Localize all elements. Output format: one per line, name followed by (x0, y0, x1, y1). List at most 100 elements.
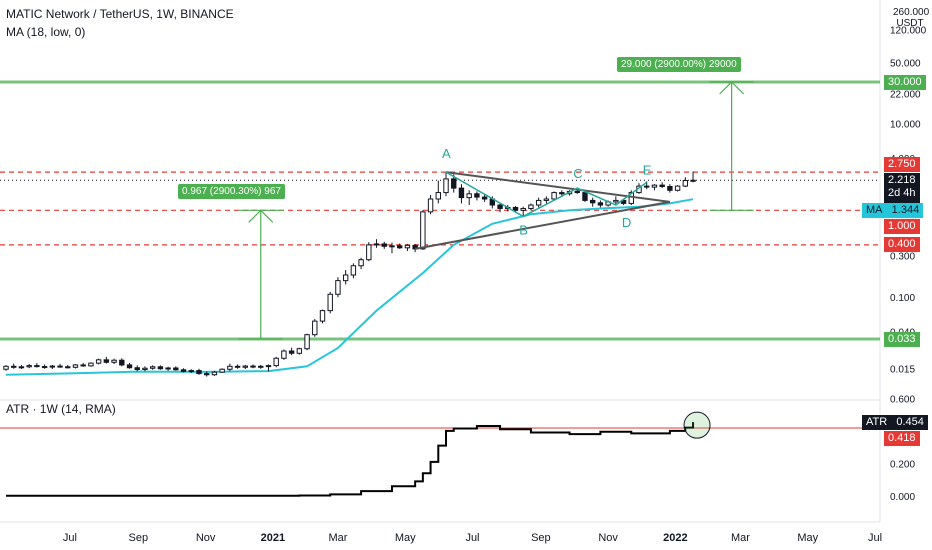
level-badge-04: 0.400 (884, 237, 920, 252)
candle (674, 185, 681, 192)
price-unit: 260.000 USDT (893, 7, 929, 29)
level-badge-0033: 0.033 (884, 332, 920, 347)
candle (103, 356, 110, 364)
candle-body (41, 366, 48, 369)
candle (234, 364, 241, 369)
candle (535, 197, 542, 208)
candle-body (512, 206, 519, 211)
time-tick-label: Sep (531, 532, 551, 544)
candle (458, 184, 465, 204)
candle (597, 200, 604, 208)
candle-body (373, 243, 380, 246)
candle-body (404, 244, 411, 249)
candle-body (458, 187, 465, 199)
candle-body (613, 199, 619, 203)
candle-body (296, 348, 303, 354)
candle (80, 362, 86, 367)
candle-body (551, 192, 557, 200)
candle (119, 358, 125, 367)
candle (404, 243, 411, 252)
candle (34, 363, 40, 368)
triangle-lower-line (414, 200, 671, 250)
candle-body (319, 310, 326, 322)
atr-tick-label: 0.600 (890, 394, 915, 405)
candle (474, 191, 480, 201)
price-tick-label: 10.000 (890, 119, 921, 130)
candle-body (466, 193, 472, 199)
price-tick-label: 120.000 (890, 26, 927, 37)
candle (481, 195, 488, 202)
ma-badge: MA 1.344 (862, 203, 924, 218)
candle (188, 369, 194, 373)
atr-highlight-circle (683, 411, 711, 439)
candle-body (304, 334, 310, 350)
candle-body (651, 184, 658, 188)
candle-body (234, 365, 241, 368)
candle (381, 241, 387, 249)
candle-body (149, 366, 156, 369)
candle (288, 347, 295, 356)
time-tick-label: 2022 (663, 532, 687, 544)
pattern-label: A (442, 146, 451, 161)
candle-body (381, 243, 387, 247)
candle (250, 364, 256, 369)
candle (373, 239, 380, 248)
time-tick-label: May (797, 532, 818, 544)
candle (11, 363, 17, 369)
candle-body (366, 244, 372, 261)
candle (296, 347, 303, 355)
candle-body (11, 365, 17, 368)
atr-legend: ATR · 1W (14, RMA) (6, 402, 116, 416)
candle-body (528, 204, 534, 209)
candle-body (427, 198, 434, 213)
candle (327, 291, 333, 314)
candle (95, 358, 102, 365)
candle (111, 358, 117, 365)
candle-body (211, 371, 218, 376)
candle (420, 210, 426, 250)
ma-legend: MA (18, low, 0) (6, 25, 86, 39)
pattern-path (445, 171, 648, 218)
candle (497, 203, 503, 213)
candle-body (682, 180, 689, 187)
candle (57, 363, 63, 368)
candle-body (119, 359, 125, 366)
candle (543, 196, 550, 204)
candle-body (227, 365, 233, 370)
last-price-value: 2.218 (888, 174, 916, 186)
candle (389, 242, 395, 254)
ma-badge-value: 1.344 (891, 204, 920, 216)
time-tick-label: Jul (63, 532, 77, 544)
candle (667, 184, 673, 193)
candle-body (242, 365, 249, 368)
candle-body (342, 274, 349, 282)
candle-body (165, 367, 171, 370)
candle-body (659, 184, 665, 187)
candle (41, 364, 48, 369)
atr-badge: ATR 0.454 (862, 415, 928, 430)
candle (3, 365, 9, 371)
price-tick-label: 0.015 (890, 365, 915, 376)
candle (126, 362, 133, 369)
candle (319, 309, 326, 324)
candle-body (451, 178, 457, 189)
candle-body (250, 365, 256, 368)
candle (219, 368, 225, 373)
atr-badge-value: 0.454 (896, 416, 924, 428)
candle (242, 364, 249, 369)
time-tick-label: Jul (868, 532, 882, 544)
candle (211, 370, 218, 376)
candle-body (111, 359, 117, 363)
candle (335, 277, 341, 298)
candle (427, 195, 434, 215)
candle (559, 190, 565, 197)
candle-body (95, 359, 102, 364)
candle-body (574, 190, 580, 194)
candle-body (497, 204, 503, 209)
candle-body (350, 265, 357, 276)
candle-body (396, 245, 403, 249)
candle-body (157, 366, 164, 370)
candle-body (543, 198, 550, 201)
ma-line (5, 198, 694, 376)
